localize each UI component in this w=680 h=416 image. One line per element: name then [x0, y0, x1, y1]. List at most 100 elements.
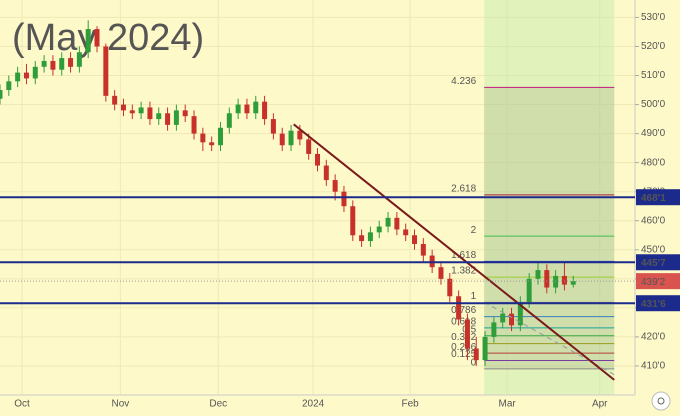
candle-body — [165, 113, 171, 125]
x-tick-label: Dec — [209, 399, 227, 410]
candle-body — [76, 52, 82, 67]
candle-body — [517, 302, 523, 326]
candle-body — [191, 116, 197, 134]
settings-button[interactable] — [651, 391, 671, 411]
candle-body — [491, 322, 497, 337]
candle-body — [23, 72, 29, 79]
x-tick-label: Feb — [401, 399, 419, 410]
candle-body — [94, 29, 100, 47]
candle-body — [253, 101, 259, 114]
candle-body — [50, 60, 56, 70]
candle-body — [359, 235, 365, 242]
candle-body — [350, 206, 356, 236]
candle-body — [200, 133, 206, 143]
candle-body — [420, 243, 426, 256]
candle-body — [482, 336, 488, 361]
candle-body — [32, 66, 38, 79]
candle-body — [103, 46, 109, 96]
candle-body — [138, 107, 144, 114]
candle-body — [288, 130, 294, 146]
fib-box — [484, 87, 615, 369]
candle-body — [68, 58, 74, 67]
candle-body — [473, 348, 479, 361]
candle-body — [6, 81, 12, 91]
candle-body — [112, 95, 118, 105]
candle-body — [262, 101, 268, 120]
x-tick-label: 2024 — [302, 399, 325, 410]
x-tick-label: Apr — [592, 399, 608, 410]
fib-label: 0.618 — [451, 317, 476, 328]
candle-body — [323, 165, 329, 181]
fib-label: 4.236 — [451, 76, 476, 87]
y-tick-label: 490'0 — [641, 128, 666, 139]
y-tick-label: 460'0 — [641, 215, 666, 226]
candle-body — [0, 90, 3, 99]
candle-body — [15, 72, 21, 82]
candle-body — [376, 226, 382, 233]
settings-icon — [657, 397, 665, 405]
candle-body — [509, 313, 515, 326]
candle-body — [456, 296, 462, 320]
candle-body — [464, 319, 470, 349]
candle-body — [438, 267, 444, 279]
level-label: 431'6 — [641, 299, 666, 310]
candle-body — [367, 232, 373, 242]
candle-body — [182, 110, 188, 117]
candle-body — [279, 133, 285, 146]
candle-body — [41, 60, 47, 67]
y-tick-label: 510'0 — [641, 70, 666, 81]
candle-body — [244, 104, 250, 114]
level-label: 468'1 — [641, 193, 666, 204]
candle-body — [297, 130, 303, 140]
fib-label: 0.236 — [451, 342, 476, 353]
fib-label: 1.382 — [451, 266, 476, 277]
candle-body — [332, 180, 338, 192]
fib-label: 1.618 — [451, 250, 476, 261]
candle-body — [544, 270, 550, 288]
level-box — [636, 254, 680, 271]
candle-body — [270, 119, 276, 134]
last-price-label: 439'2 — [641, 277, 666, 288]
candle-body — [570, 281, 576, 285]
y-tick-label: 530'0 — [641, 12, 666, 23]
candle-body — [129, 110, 135, 114]
fib-label: 0.786 — [451, 305, 476, 316]
candle-body — [306, 139, 312, 154]
projection-line — [483, 301, 615, 376]
fib-label: 0 — [471, 358, 477, 369]
candle-body — [235, 104, 241, 114]
candle-body — [59, 58, 65, 70]
y-tick-label: 450'0 — [641, 244, 666, 255]
candle-body — [394, 217, 400, 230]
candle-body — [120, 104, 126, 111]
candle-body — [315, 153, 320, 166]
candle-body — [385, 217, 391, 227]
candle-body — [403, 229, 409, 236]
level-box — [636, 189, 680, 206]
level-label: 445'7 — [641, 258, 666, 269]
fib-label: 0.125 — [451, 349, 476, 360]
trend-line — [293, 123, 615, 381]
fib-label: 2 — [471, 225, 477, 236]
x-tick-label: Oct — [14, 399, 30, 410]
level-box — [636, 295, 680, 312]
y-tick-label: 500'0 — [641, 99, 666, 110]
candle-body — [226, 113, 232, 128]
last-price-box — [636, 273, 680, 290]
y-tick-label: 480'0 — [641, 157, 666, 168]
candle-body — [217, 127, 223, 146]
candle-body — [209, 142, 215, 146]
candle-body — [85, 29, 91, 53]
candle-body — [147, 107, 153, 120]
candle-body — [526, 278, 532, 303]
fib-label: 0.382 — [451, 332, 476, 343]
candle-body — [500, 313, 506, 323]
x-tick-label: Nov — [111, 399, 129, 410]
y-tick-label: 410'0 — [641, 361, 666, 372]
y-tick-label: 420'0 — [641, 332, 666, 343]
candle-body — [447, 278, 453, 297]
x-tick-label: Mar — [499, 399, 517, 410]
candle-body — [561, 275, 567, 285]
